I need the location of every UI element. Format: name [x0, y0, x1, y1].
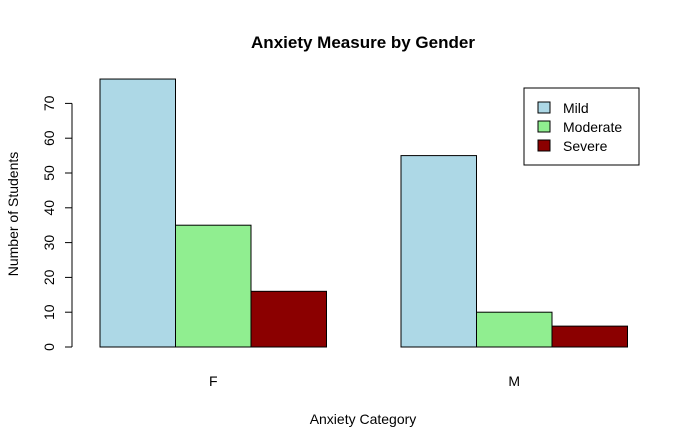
legend-swatch [537, 139, 551, 152]
y-tick-label: 70 [41, 95, 57, 111]
y-axis-label: Number of Students [5, 152, 21, 277]
x-tick-label: M [508, 373, 520, 389]
y-tick-label: 60 [41, 130, 57, 146]
y-tick-label: 50 [41, 165, 57, 181]
y-tick-label: 40 [41, 200, 57, 216]
y-tick-label: 10 [41, 304, 57, 320]
bar-f-severe [250, 290, 327, 348]
y-tick-label: 20 [41, 269, 57, 285]
x-tick-label: F [209, 373, 218, 389]
bar-f-mild [99, 78, 176, 348]
y-axis: 0 10 20 30 40 50 60 70 [41, 95, 73, 351]
legend-swatch [537, 120, 551, 133]
legend: Mild Moderate Severe [523, 87, 640, 166]
legend-label: Severe [563, 138, 608, 154]
bars [99, 78, 628, 348]
chart-title: Anxiety Measure by Gender [251, 33, 475, 52]
bar-f-moderate [175, 224, 252, 348]
y-tick-label: 0 [41, 343, 57, 351]
legend-label: Moderate [563, 119, 622, 135]
legend-label: Mild [563, 100, 589, 116]
legend-swatch [537, 101, 551, 114]
bar-m-moderate [476, 311, 553, 348]
bar-m-severe [551, 325, 628, 348]
bar-m-mild [400, 155, 477, 348]
x-axis-label: Anxiety Category [310, 411, 417, 427]
y-tick-label: 30 [41, 235, 57, 251]
legend-box [523, 87, 640, 166]
